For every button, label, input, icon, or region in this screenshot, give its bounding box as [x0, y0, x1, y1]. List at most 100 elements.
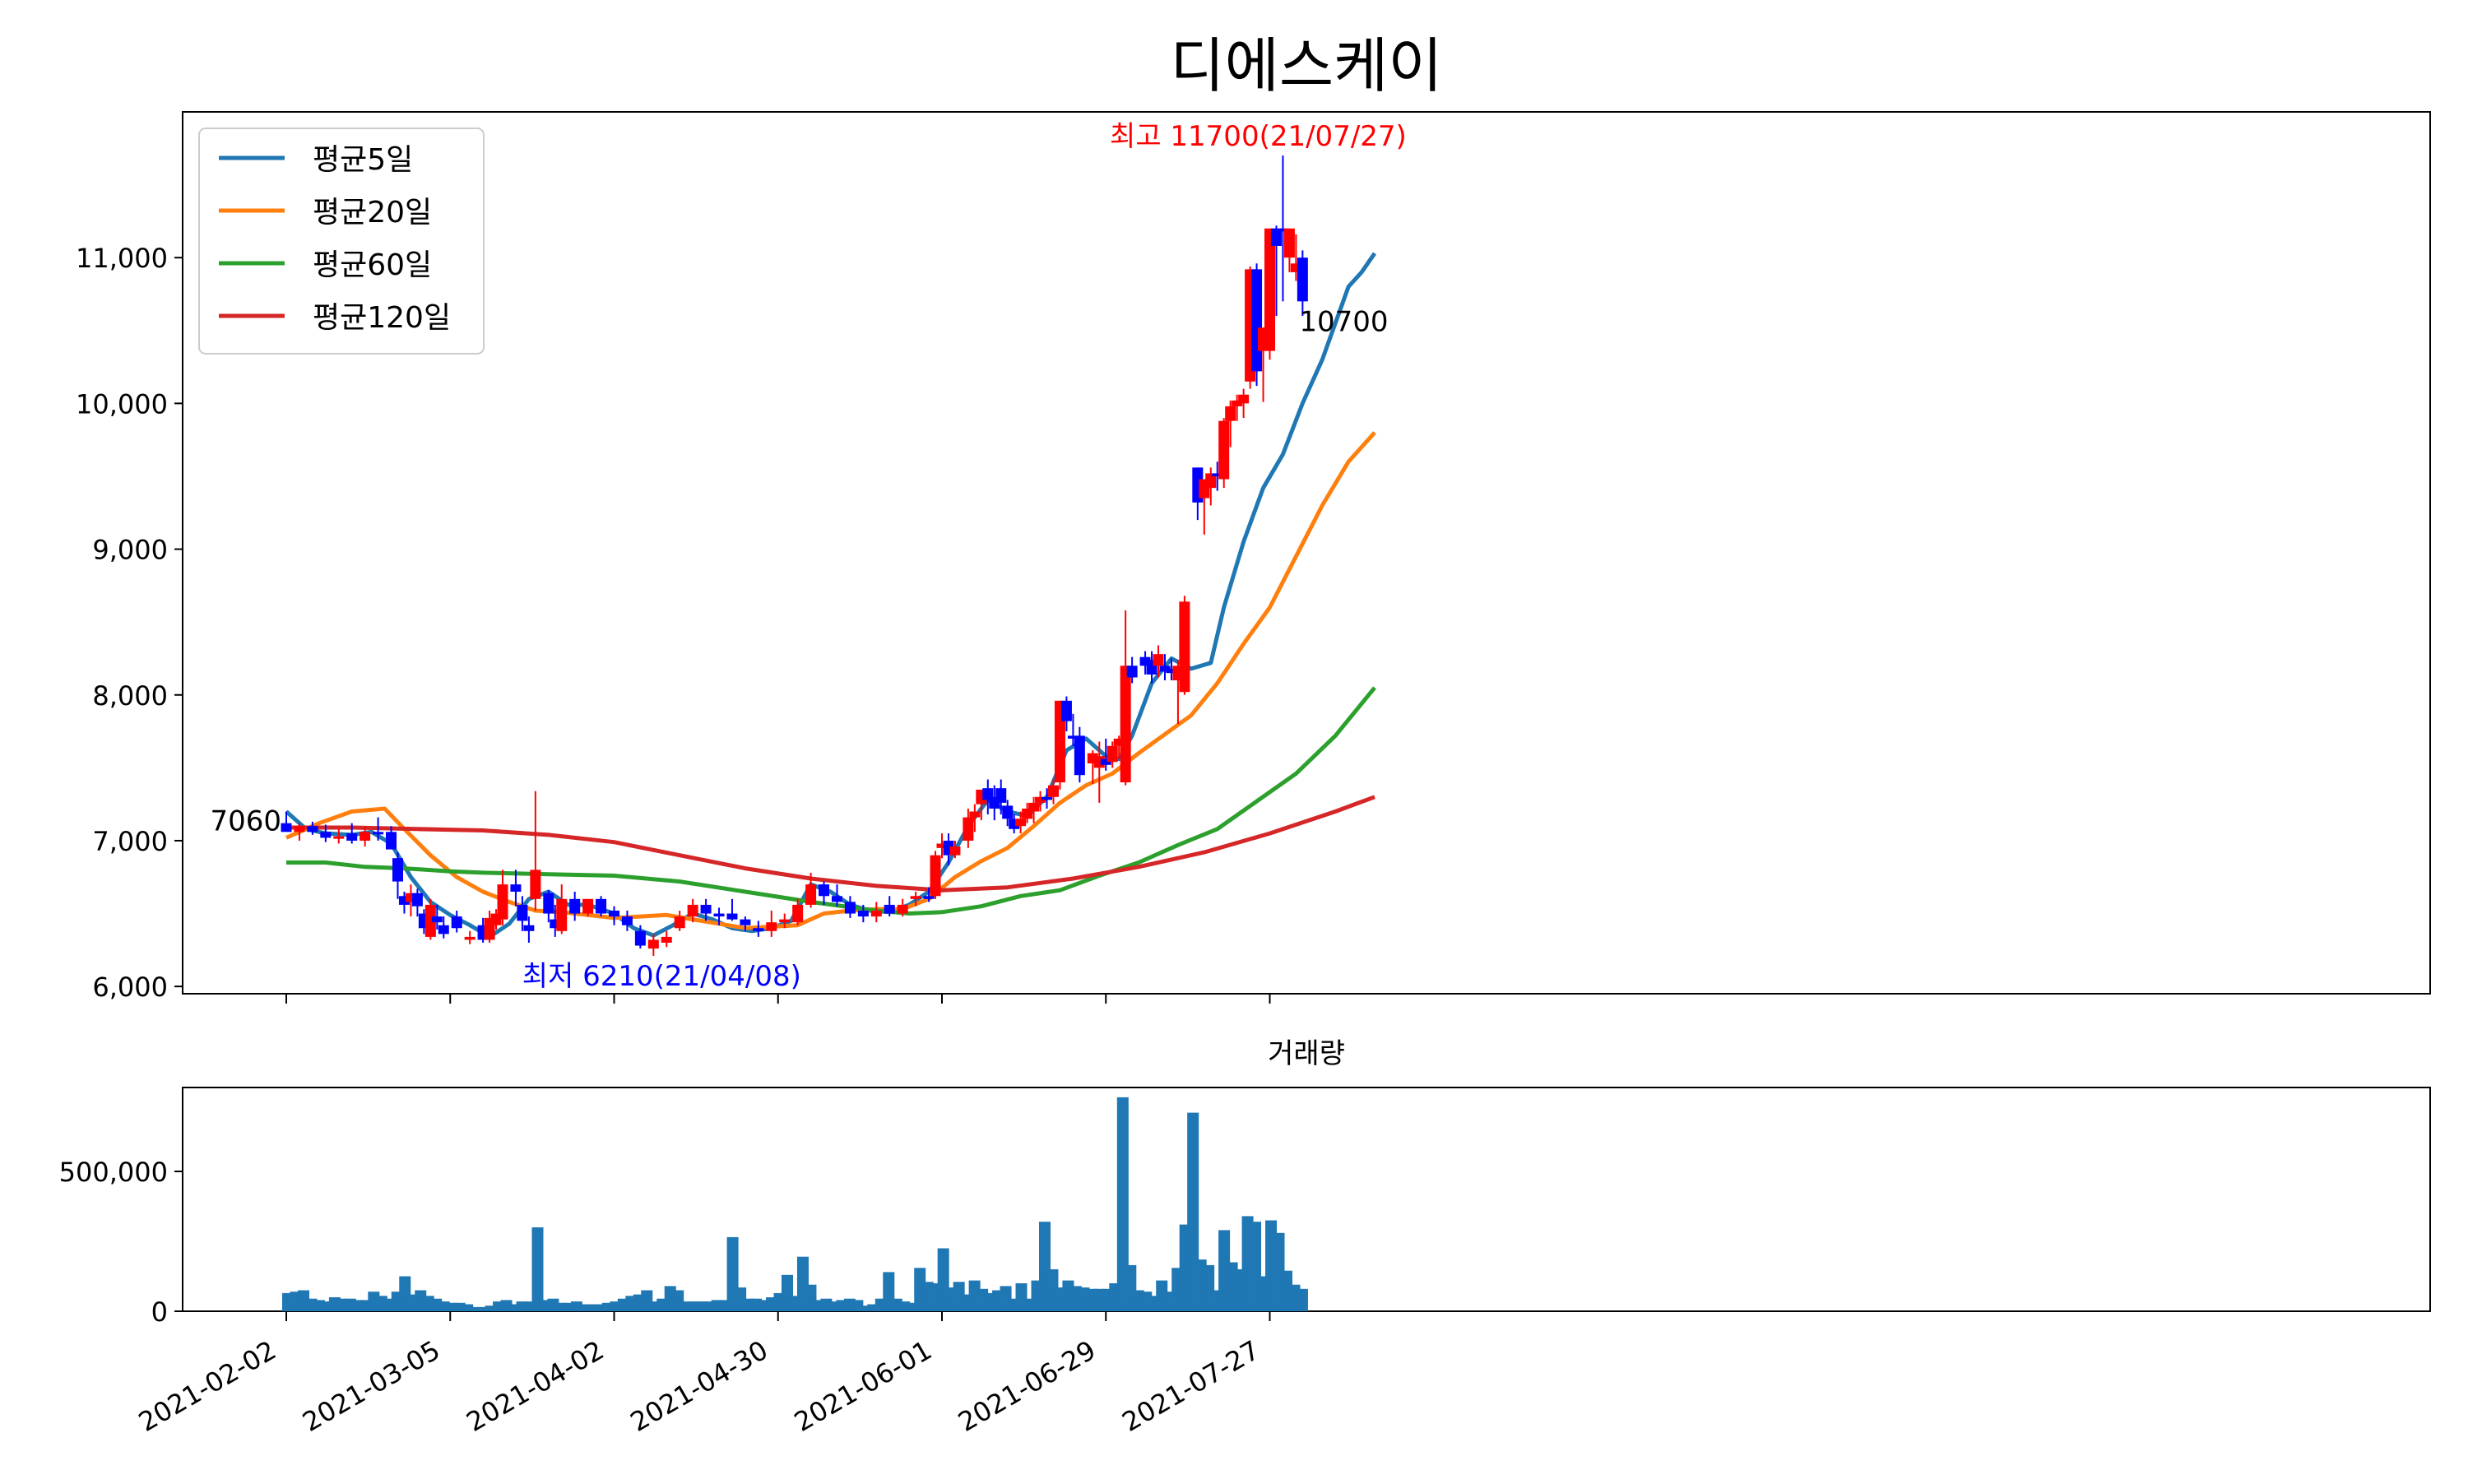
legend-box	[198, 128, 485, 355]
volume-bar	[601, 1302, 614, 1311]
candle-body-down	[517, 904, 528, 921]
candle-body-up	[1283, 228, 1295, 258]
volume-bar	[688, 1301, 700, 1311]
price-panel: 6,000 7,000 8,000 9,000 10,000 11,000 최고 1170…	[76, 111, 2431, 1004]
candle-body-up	[1015, 819, 1027, 827]
candle-body-down	[1060, 700, 1072, 721]
candle-body-down	[831, 896, 842, 902]
low-annotation: 최저 6210(21/04/08)	[522, 960, 801, 993]
candle-body-up	[687, 904, 698, 917]
candle-body-down	[740, 919, 751, 925]
price-y-axis: 6,000 7,000 8,000 9,000 10,000 11,000	[76, 243, 183, 1003]
candle-body-up	[1225, 406, 1236, 421]
volume-bar	[578, 1304, 591, 1311]
candle-body-up	[497, 884, 508, 920]
candle-body-down	[1067, 735, 1079, 739]
candle-body-down	[1100, 758, 1111, 765]
candle-body-up	[1153, 654, 1164, 666]
volume-bar	[493, 1301, 505, 1311]
candle-body-up	[805, 884, 817, 905]
candle-body-down	[700, 904, 712, 914]
candle-body-up	[582, 898, 594, 914]
candle-body-down	[1166, 668, 1177, 674]
volume-title: 거래량	[1268, 1037, 1345, 1070]
candle-body-down	[510, 884, 522, 892]
candle-body-down	[398, 896, 410, 905]
candle-body-up	[661, 936, 672, 943]
candle-body-down	[1126, 665, 1138, 678]
ma20-line	[285, 431, 1376, 930]
volume-bar	[453, 1302, 466, 1311]
candle-body-up	[1238, 394, 1250, 404]
candle-body-up	[1205, 473, 1217, 489]
volume-bar	[554, 1302, 567, 1311]
candle-body-up	[969, 811, 981, 818]
price-y-tick-label: 6,000	[92, 972, 168, 1003]
candle-body-up	[870, 911, 882, 917]
volume-bar	[594, 1304, 606, 1311]
candle-body-down	[411, 893, 423, 907]
volume-bars	[282, 1097, 1308, 1311]
candle-body-down	[1277, 228, 1288, 232]
candle-body-down	[713, 913, 725, 917]
candle-body-down	[819, 884, 830, 897]
volume-bar	[477, 1306, 489, 1311]
legend: 평균5일 평균20일 평균60일 평균120일	[198, 128, 485, 355]
volume-bar	[438, 1301, 450, 1311]
volume-bar	[703, 1301, 716, 1311]
candle-body-down	[1139, 656, 1151, 666]
chart-title: 디에스케이	[1170, 31, 1442, 100]
legend-ma120-label: 평균120일	[313, 301, 451, 335]
candle-body-up	[1218, 420, 1230, 480]
candle-body-up	[766, 922, 777, 931]
candle-body-down	[634, 930, 646, 946]
candle-body-up	[1047, 785, 1059, 797]
volume-bar	[695, 1301, 707, 1311]
candle-body-up	[333, 836, 345, 839]
volume-bar	[1116, 1097, 1129, 1311]
ma120-line	[286, 795, 1375, 893]
candle-body-down	[1159, 665, 1171, 672]
candle-body-up	[910, 896, 921, 899]
candle-body-down	[726, 913, 738, 920]
price-y-tick-label: 11,000	[76, 243, 168, 274]
price-y-tick-label: 7,000	[92, 826, 168, 857]
candle-body-up	[897, 904, 908, 914]
candle-body-down	[1297, 257, 1308, 302]
candle-body-down	[392, 858, 403, 882]
candle-body-down	[569, 898, 581, 914]
candle-body-down	[609, 911, 619, 917]
legend-ma5-label: 평균5일	[313, 143, 413, 177]
candle-body-up	[936, 843, 948, 848]
candle-body-down	[438, 925, 449, 934]
candle-body-up	[1035, 796, 1046, 803]
ma60-line	[286, 686, 1376, 916]
candle-body-down	[1212, 473, 1223, 476]
candle-body-down	[1041, 796, 1053, 800]
start-price-label: 7060	[210, 805, 281, 837]
price-y-tick-label: 9,000	[92, 535, 168, 566]
candle-body-up	[1232, 400, 1243, 406]
volume-bar	[610, 1301, 622, 1311]
volume-bar	[648, 1301, 661, 1311]
volume-bar	[516, 1301, 528, 1311]
candle-body-down	[373, 832, 384, 835]
candle-body-up	[1106, 745, 1118, 763]
candle-body-up	[556, 898, 568, 931]
price-annotations: 최고 11700(21/07/27) 최저 6210(21/04/08) 7060 1…	[210, 120, 1406, 993]
candle-body-up	[294, 826, 305, 832]
candle-body-up	[930, 855, 941, 897]
candle-body-up	[464, 936, 476, 940]
candle-body-up	[792, 904, 804, 923]
candle-body-up	[1264, 228, 1275, 351]
volume-bar	[531, 1227, 544, 1311]
volume-bar	[321, 1301, 333, 1311]
price-plot-frame	[182, 111, 2431, 995]
volume-bar	[462, 1304, 474, 1311]
candle-body-up	[647, 939, 659, 949]
candle-body-up	[424, 904, 436, 937]
candle-body-up	[949, 846, 961, 856]
volume-bar	[570, 1301, 582, 1311]
volume-y-axis: 0 500,000	[59, 1157, 183, 1328]
